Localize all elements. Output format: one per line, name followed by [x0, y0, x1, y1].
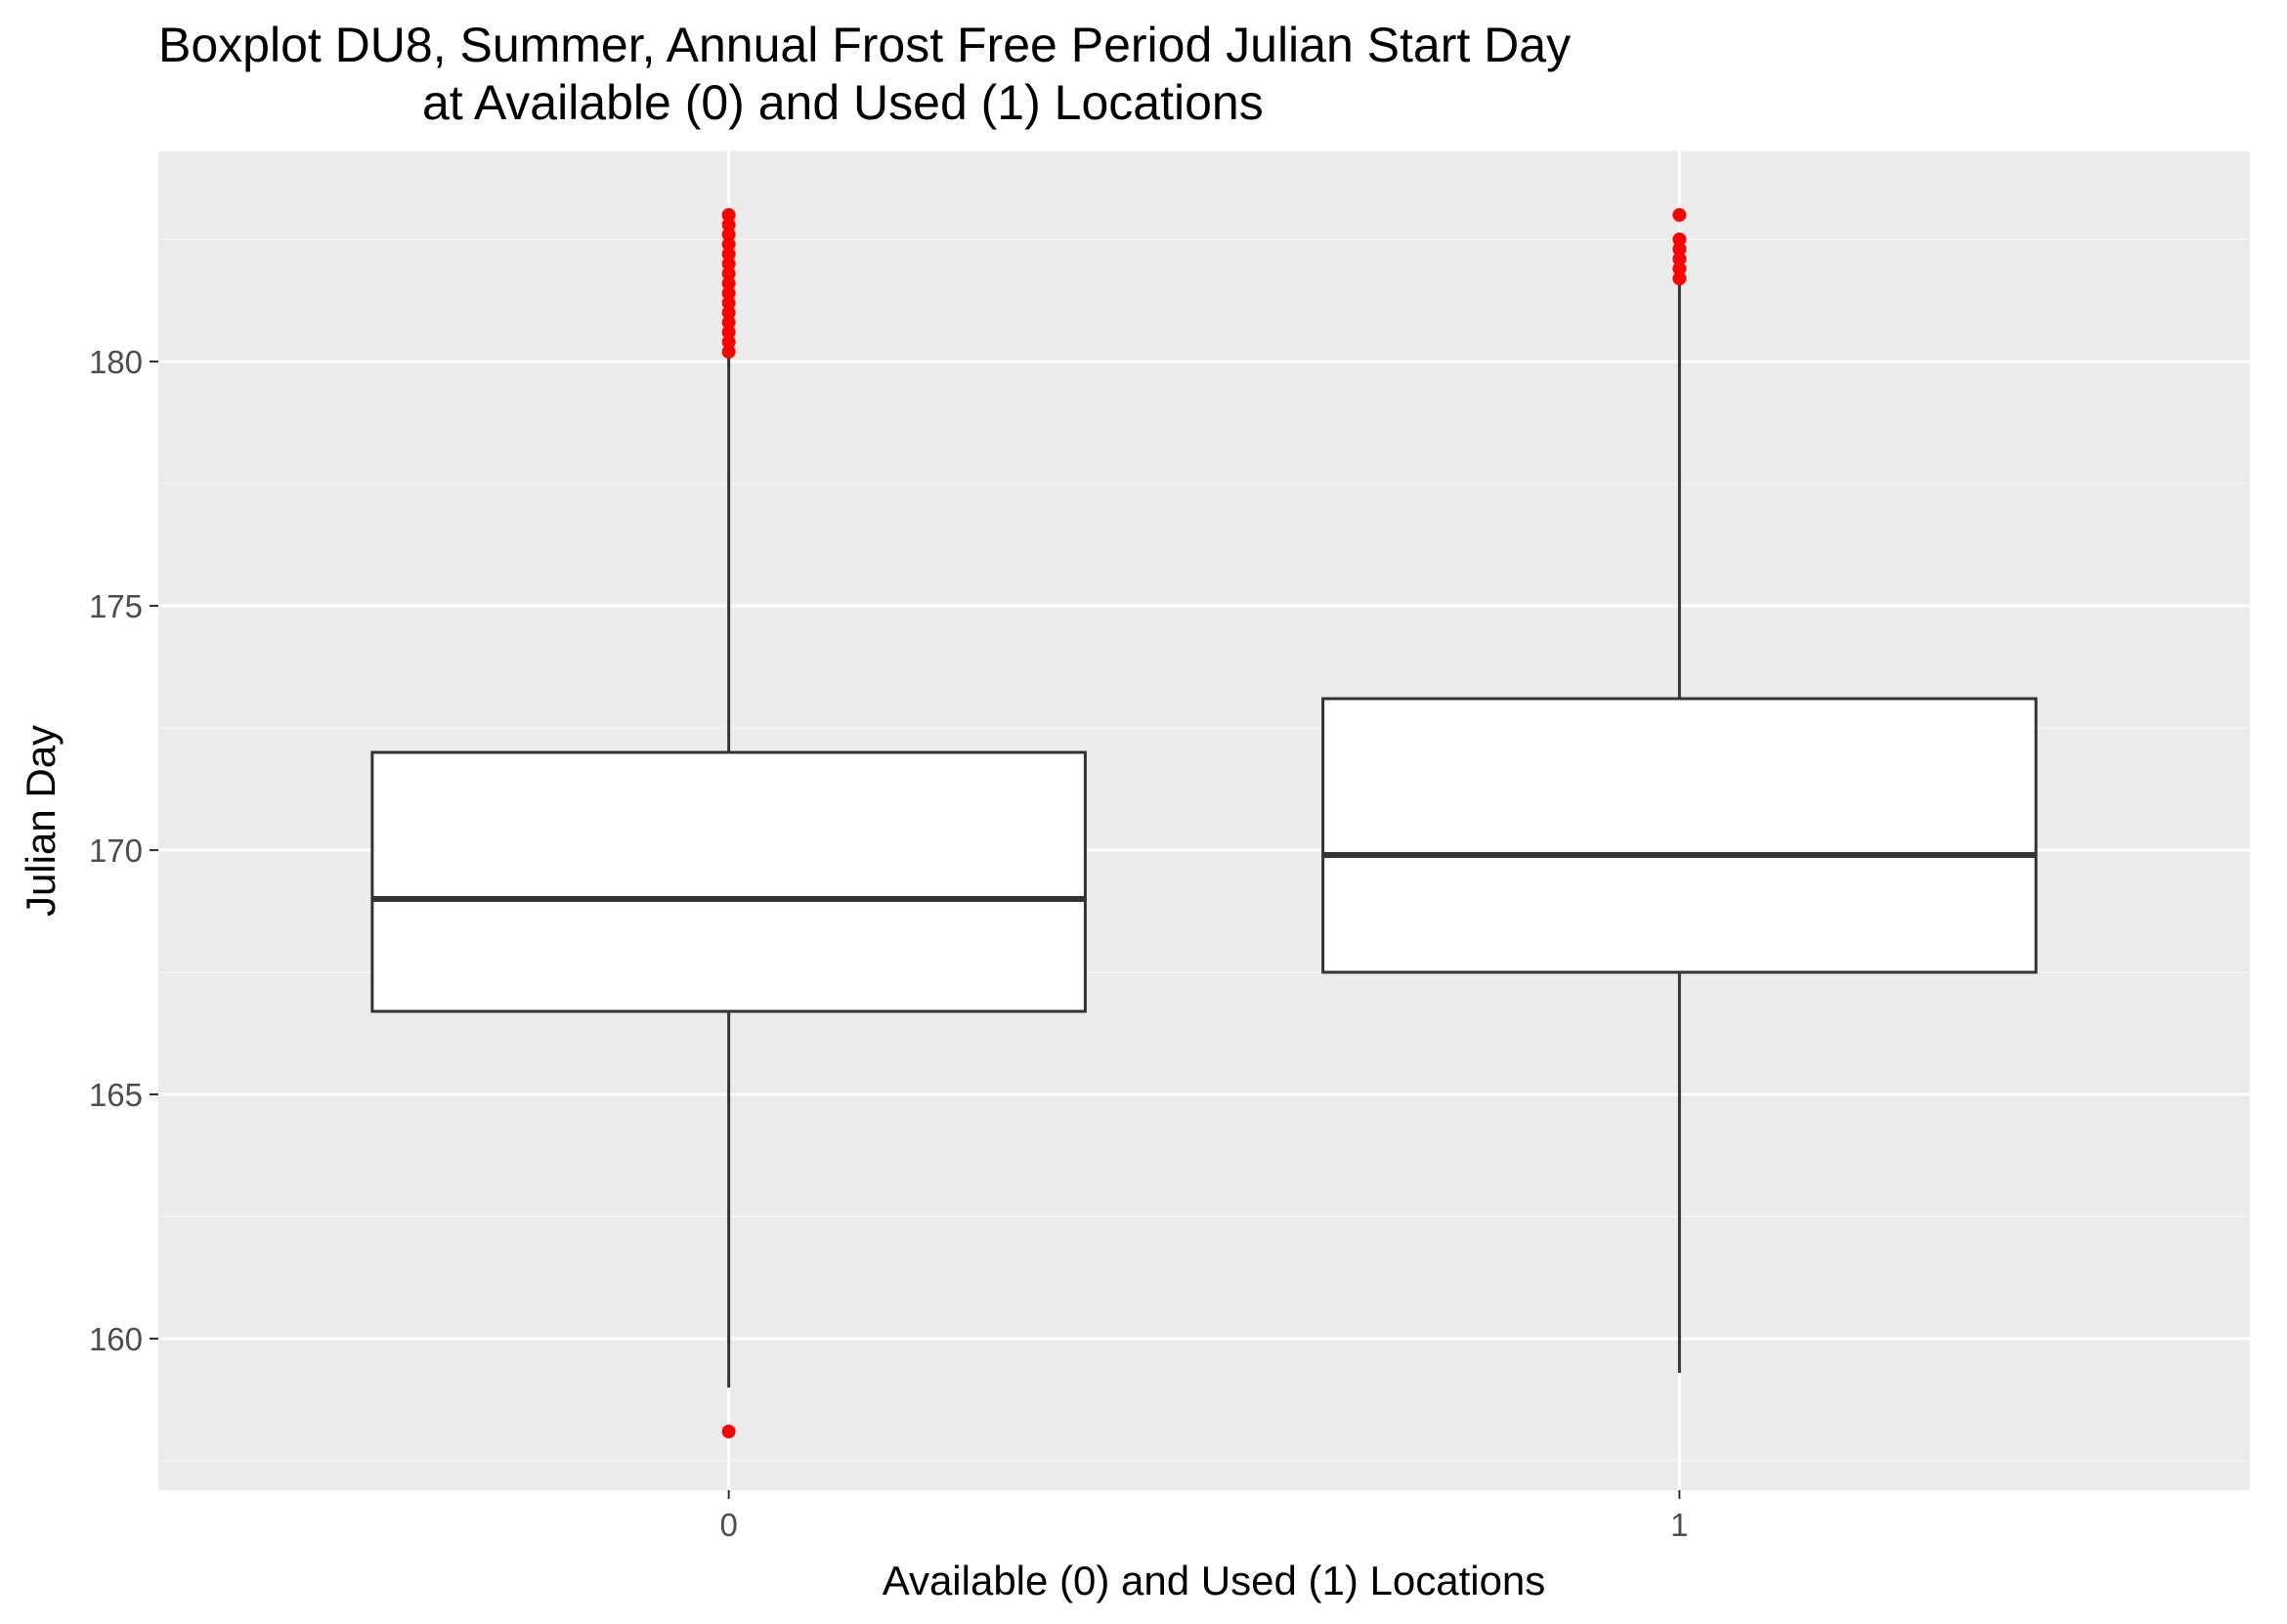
y-tick-label: 170 — [89, 833, 143, 869]
box-iqr — [370, 750, 1087, 1013]
outlier-point — [721, 286, 736, 300]
outlier-point — [721, 228, 736, 241]
outlier-point — [721, 325, 736, 339]
outlier-point — [721, 277, 736, 290]
x-tick-label: 1 — [1670, 1507, 1688, 1543]
outlier-point — [721, 218, 736, 232]
boxes-layer — [370, 283, 2038, 1388]
outlier-point — [721, 247, 736, 261]
outlier-point — [721, 237, 736, 251]
outlier-point — [721, 257, 736, 271]
y-tick-label: 180 — [89, 344, 143, 380]
box-iqr — [1321, 697, 2038, 974]
y-tick-label: 160 — [89, 1321, 143, 1357]
y-tick-label: 175 — [89, 588, 143, 624]
outlier-point — [1672, 252, 1687, 266]
outlier-point — [721, 1425, 736, 1438]
outlier-point — [721, 208, 736, 222]
y-axis: 160 165 170 175 180 — [89, 344, 158, 1357]
outlier-point — [721, 267, 736, 280]
y-axis-title: Julian Day — [18, 725, 64, 917]
outlier-point — [721, 296, 736, 310]
outlier-point — [721, 306, 736, 320]
outlier-point — [1672, 262, 1687, 276]
outlier-point — [721, 345, 736, 359]
outlier-point — [721, 316, 736, 329]
x-tick-label: 0 — [719, 1507, 737, 1543]
x-axis-title: Available (0) and Used (1) Locations — [883, 1558, 1546, 1603]
outlier-point — [1672, 208, 1687, 222]
outlier-point — [1672, 242, 1687, 256]
outlier-point — [1672, 233, 1687, 246]
outlier-point — [721, 335, 736, 349]
outliers-layer — [721, 208, 1687, 1438]
chart-subtitle: at Available (0) and Used (1) Locations — [422, 75, 1264, 130]
y-tick-label: 165 — [89, 1077, 143, 1113]
outlier-point — [1672, 272, 1687, 285]
chart-title: Boxplot DU8, Summer, Annual Frost Free P… — [158, 18, 1571, 72]
